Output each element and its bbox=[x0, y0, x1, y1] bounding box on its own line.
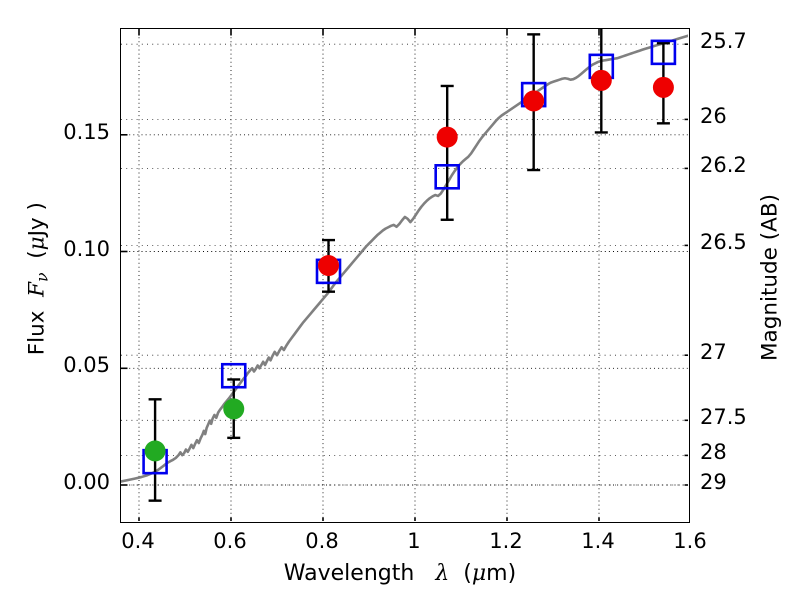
model-point-square bbox=[220, 362, 247, 389]
y-tick-label: 0.15 bbox=[63, 119, 110, 144]
lambda-symbol: λ bbox=[435, 561, 450, 586]
plot-canvas bbox=[121, 29, 688, 521]
magnitude-tick-label: 26 bbox=[700, 104, 727, 129]
magnitude-tick-label: 29 bbox=[700, 470, 727, 494]
y-axis-title: Flux Fν (μJy ) bbox=[24, 119, 51, 439]
F-symbol: F bbox=[24, 281, 50, 297]
magnitude-tick-label: 28 bbox=[700, 440, 727, 465]
mu-symbol-x: μ bbox=[471, 561, 487, 586]
magnitude-tick-label: 26.5 bbox=[700, 230, 747, 255]
magnitude-tick-label: 26.2 bbox=[700, 153, 747, 178]
magnitude-tick-label: 27.5 bbox=[700, 405, 747, 430]
x-tick-label: 1 bbox=[407, 529, 421, 553]
model-point-square bbox=[650, 39, 677, 66]
observed-point-circle bbox=[436, 126, 458, 148]
plot-area bbox=[120, 28, 690, 523]
magnitude-tick-label: 27 bbox=[700, 340, 727, 365]
x-tick-label: 1.4 bbox=[581, 529, 615, 553]
x-tick-label: 0.6 bbox=[213, 529, 247, 553]
y-tick-label: 0.05 bbox=[63, 353, 110, 378]
x-axis-title-text: Wavelength bbox=[283, 561, 415, 586]
observed-point-circle bbox=[144, 440, 166, 462]
y-tick-label: 0.00 bbox=[63, 470, 110, 494]
nu-subscript: ν bbox=[33, 272, 52, 282]
observed-point-circle bbox=[223, 398, 245, 420]
x-axis-title: Wavelength λ (μm) bbox=[0, 561, 800, 586]
y-axis-title-flux: Flux bbox=[24, 310, 50, 356]
x-tick-label: 1.2 bbox=[489, 529, 523, 553]
y-unit-jy: Jy ) bbox=[24, 202, 50, 237]
observed-point-circle bbox=[523, 90, 545, 112]
x-tick-label: 0.8 bbox=[305, 529, 339, 553]
observed-point-circle bbox=[652, 76, 674, 98]
observed-point-circle bbox=[318, 255, 340, 277]
x-unit-m: m) bbox=[486, 561, 517, 586]
magnitude-tick-label: 25.7 bbox=[700, 29, 747, 54]
right-axis-title: Magnitude (AB) bbox=[757, 194, 783, 361]
x-unit-open: ( bbox=[463, 561, 472, 586]
x-tick-label: 0.4 bbox=[121, 529, 155, 553]
model-point-square bbox=[434, 164, 460, 190]
x-tick-label: 1.6 bbox=[673, 529, 707, 553]
model-spectrum-line bbox=[121, 34, 688, 483]
y-tick-label: 0.10 bbox=[63, 236, 110, 261]
observed-point-circle bbox=[590, 69, 612, 91]
